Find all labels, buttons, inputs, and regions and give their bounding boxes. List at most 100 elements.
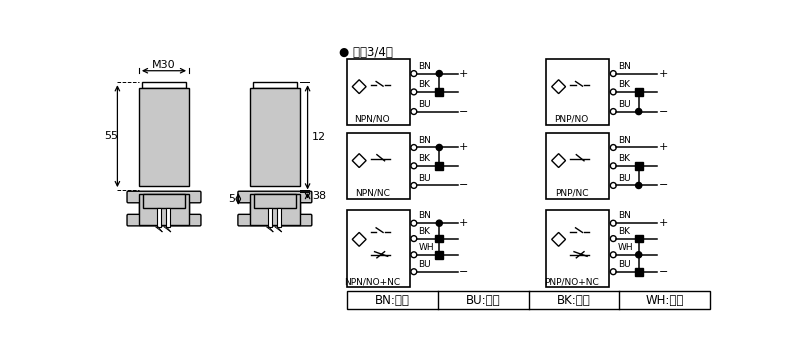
Bar bbox=[347, 210, 410, 287]
Text: BN: BN bbox=[618, 212, 630, 220]
Text: +: + bbox=[658, 69, 668, 78]
Text: BU:兰色: BU:兰色 bbox=[466, 294, 501, 307]
Bar bbox=[250, 88, 300, 186]
Text: +: + bbox=[459, 143, 469, 152]
Circle shape bbox=[411, 183, 417, 188]
Text: BU: BU bbox=[418, 100, 431, 109]
Bar bbox=[268, 208, 272, 227]
Circle shape bbox=[411, 269, 417, 275]
Bar bbox=[158, 208, 162, 227]
Text: BU: BU bbox=[618, 100, 630, 109]
Text: −: − bbox=[658, 181, 668, 190]
Circle shape bbox=[610, 236, 616, 241]
Polygon shape bbox=[352, 154, 366, 168]
Text: M30: M30 bbox=[152, 59, 176, 70]
Text: BK: BK bbox=[618, 80, 630, 89]
Bar bbox=[139, 202, 189, 215]
Bar bbox=[142, 82, 186, 88]
Circle shape bbox=[436, 144, 442, 151]
Circle shape bbox=[411, 71, 417, 76]
Text: 5: 5 bbox=[229, 194, 236, 204]
Circle shape bbox=[411, 163, 417, 169]
Text: −: − bbox=[459, 107, 469, 117]
Bar bbox=[277, 208, 281, 227]
Text: BK: BK bbox=[418, 154, 430, 163]
Circle shape bbox=[636, 108, 642, 115]
Polygon shape bbox=[552, 80, 566, 94]
Text: BU: BU bbox=[418, 260, 431, 269]
Circle shape bbox=[610, 145, 616, 150]
Text: BN: BN bbox=[618, 62, 630, 71]
FancyBboxPatch shape bbox=[127, 191, 201, 203]
Circle shape bbox=[411, 236, 417, 241]
Bar bbox=[635, 162, 642, 170]
Text: 12: 12 bbox=[312, 132, 326, 142]
Circle shape bbox=[610, 109, 616, 114]
Text: BU: BU bbox=[618, 174, 630, 183]
Text: BK: BK bbox=[618, 154, 630, 163]
Circle shape bbox=[610, 89, 616, 95]
Polygon shape bbox=[552, 232, 566, 246]
Bar bbox=[435, 235, 443, 243]
Bar bbox=[635, 88, 642, 96]
Text: −: − bbox=[459, 181, 469, 190]
Bar bbox=[635, 235, 642, 243]
Text: NPN/NO+NC: NPN/NO+NC bbox=[344, 277, 400, 286]
Circle shape bbox=[411, 220, 417, 226]
Text: +: + bbox=[658, 143, 668, 152]
Bar bbox=[250, 194, 300, 225]
Text: BK: BK bbox=[418, 227, 430, 236]
Bar bbox=[435, 88, 443, 96]
Text: BN:棕色: BN:棕色 bbox=[375, 294, 410, 307]
Bar bbox=[635, 268, 642, 276]
Text: 55: 55 bbox=[104, 131, 118, 141]
Text: +: + bbox=[658, 218, 668, 228]
Circle shape bbox=[411, 145, 417, 150]
Circle shape bbox=[610, 183, 616, 188]
Bar bbox=[139, 194, 189, 225]
Bar bbox=[435, 251, 443, 259]
Text: BK:黑色: BK:黑色 bbox=[557, 294, 591, 307]
FancyBboxPatch shape bbox=[127, 214, 201, 226]
Bar bbox=[347, 133, 410, 199]
Circle shape bbox=[610, 252, 616, 258]
Text: WH: WH bbox=[418, 243, 434, 252]
Text: −: − bbox=[658, 107, 668, 117]
Text: WH:白色: WH:白色 bbox=[646, 294, 684, 307]
Circle shape bbox=[636, 182, 642, 189]
Bar bbox=[347, 59, 410, 125]
Text: BU: BU bbox=[418, 174, 431, 183]
Text: BN: BN bbox=[418, 62, 431, 71]
Text: ● 直涁3/4线: ● 直涁3/4线 bbox=[339, 46, 393, 59]
Polygon shape bbox=[552, 154, 566, 168]
Circle shape bbox=[436, 220, 442, 226]
Bar bbox=[139, 88, 189, 186]
Circle shape bbox=[610, 269, 616, 275]
Circle shape bbox=[411, 109, 417, 114]
Bar bbox=[166, 208, 170, 227]
Polygon shape bbox=[352, 232, 366, 246]
Bar bbox=[143, 194, 185, 208]
Bar bbox=[546, 133, 610, 199]
Text: 38: 38 bbox=[312, 191, 326, 201]
Bar bbox=[546, 59, 610, 125]
Text: PNP/NO: PNP/NO bbox=[554, 115, 589, 124]
Text: NPN/NO: NPN/NO bbox=[354, 115, 390, 124]
Bar bbox=[253, 82, 297, 88]
Text: NPN/NC: NPN/NC bbox=[355, 189, 390, 198]
Text: WH: WH bbox=[618, 243, 634, 252]
Bar bbox=[435, 162, 443, 170]
Bar bbox=[347, 291, 710, 309]
Text: BK: BK bbox=[418, 80, 430, 89]
Text: PNP/NC: PNP/NC bbox=[555, 189, 589, 198]
FancyBboxPatch shape bbox=[238, 214, 312, 226]
Circle shape bbox=[610, 220, 616, 226]
Text: BN: BN bbox=[418, 136, 431, 145]
Circle shape bbox=[411, 89, 417, 95]
Text: BN: BN bbox=[618, 136, 630, 145]
Circle shape bbox=[610, 163, 616, 169]
Circle shape bbox=[436, 70, 442, 77]
Text: BU: BU bbox=[618, 260, 630, 269]
Text: −: − bbox=[459, 267, 469, 277]
FancyBboxPatch shape bbox=[238, 191, 312, 203]
